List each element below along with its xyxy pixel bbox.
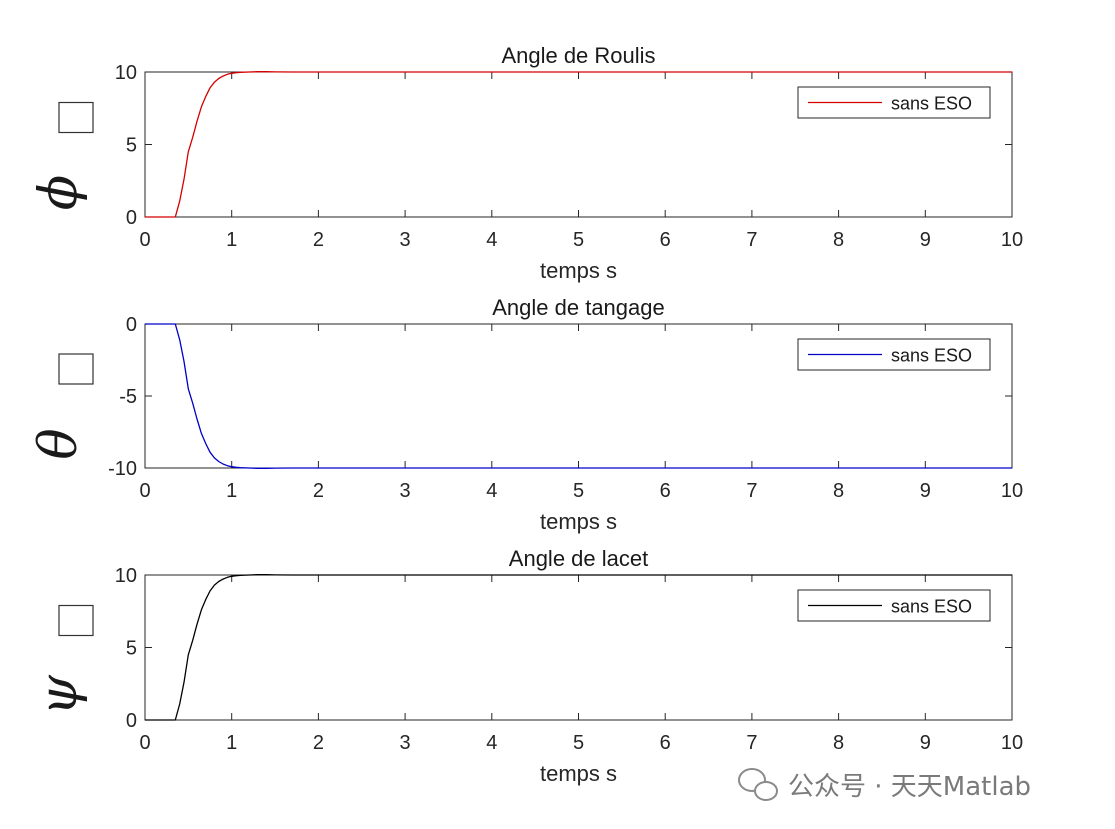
x-tick-label: 10 bbox=[1001, 732, 1023, 754]
x-tick-label: 10 bbox=[1001, 229, 1023, 251]
x-tick-label: 6 bbox=[660, 229, 671, 251]
y-tick-label: 5 bbox=[126, 638, 137, 660]
x-tick-label: 2 bbox=[313, 480, 324, 502]
x-tick-label: 8 bbox=[833, 480, 844, 502]
x-tick-label: 7 bbox=[746, 732, 757, 754]
y-axis-label-box bbox=[58, 101, 94, 134]
series-line bbox=[145, 323, 1012, 469]
legend: sans ESO bbox=[797, 589, 991, 622]
x-tick-label: 3 bbox=[400, 229, 411, 251]
legend: sans ESO bbox=[797, 338, 991, 371]
x-tick-label: 10 bbox=[1001, 480, 1023, 502]
y-axis-label: ϕ bbox=[29, 175, 89, 210]
watermark: 公众号 · 天天Matlab bbox=[738, 768, 1031, 802]
y-axis-label: θ bbox=[29, 428, 89, 459]
wechat-icon bbox=[738, 768, 778, 801]
x-tick-label: 3 bbox=[400, 480, 411, 502]
x-tick-label: 9 bbox=[920, 229, 931, 251]
subplot-title: Angle de tangage bbox=[492, 295, 665, 320]
x-tick-label: 8 bbox=[833, 229, 844, 251]
x-tick-label: 4 bbox=[486, 480, 497, 502]
series-line bbox=[145, 71, 1012, 218]
x-axis-label: temps s bbox=[540, 258, 617, 283]
x-tick-label: 6 bbox=[660, 732, 671, 754]
x-tick-label: 0 bbox=[139, 480, 150, 502]
wechat-bubble-small bbox=[754, 781, 778, 801]
x-tick-label: 1 bbox=[226, 229, 237, 251]
y-tick-label: 0 bbox=[126, 710, 137, 732]
legend: sans ESO bbox=[797, 86, 991, 119]
y-tick-label: 10 bbox=[115, 565, 137, 587]
y-axis-label-box bbox=[58, 604, 94, 637]
wechat-bubble-large bbox=[738, 768, 766, 792]
watermark-text: 公众号 · 天天Matlab bbox=[788, 772, 1031, 802]
y-tick-label: 0 bbox=[126, 207, 137, 229]
x-tick-label: 7 bbox=[746, 480, 757, 502]
x-axis-label: temps s bbox=[540, 761, 617, 786]
x-tick-label: 8 bbox=[833, 732, 844, 754]
x-axis-label: temps s bbox=[540, 509, 617, 534]
legend-label: sans ESO bbox=[891, 94, 972, 114]
x-tick-label: 6 bbox=[660, 480, 671, 502]
series-line bbox=[145, 574, 1012, 721]
x-tick-label: 7 bbox=[746, 229, 757, 251]
x-tick-label: 5 bbox=[573, 480, 584, 502]
x-tick-label: 4 bbox=[486, 229, 497, 251]
subplot-1: 0 1 2 3 4 5 6 7 8 9 10 0 5 10 Angle de Roulis temps s ϕ s… bbox=[29, 43, 1023, 283]
legend-label: sans ESO bbox=[891, 346, 972, 366]
x-tick-label: 0 bbox=[139, 229, 150, 251]
x-tick-label: 9 bbox=[920, 732, 931, 754]
x-tick-label: 1 bbox=[226, 480, 237, 502]
x-tick-label: 2 bbox=[313, 229, 324, 251]
x-tick-label: 2 bbox=[313, 732, 324, 754]
x-tick-label: 0 bbox=[139, 732, 150, 754]
y-tick-label: 0 bbox=[126, 314, 137, 336]
legend-label: sans ESO bbox=[891, 597, 972, 617]
x-tick-label: 5 bbox=[573, 732, 584, 754]
y-axis-label: ψ bbox=[29, 674, 89, 716]
x-tick-label: 5 bbox=[573, 229, 584, 251]
subplot-title: Angle de Roulis bbox=[501, 43, 655, 68]
y-axis-label-box bbox=[58, 353, 94, 385]
y-tick-label: -5 bbox=[119, 386, 137, 408]
x-tick-label: 3 bbox=[400, 732, 411, 754]
x-tick-label: 9 bbox=[920, 480, 931, 502]
subplot-3: 0 1 2 3 4 5 6 7 8 9 10 0 5 10 Angle de lacet temps s ψ sa… bbox=[29, 546, 1023, 786]
y-tick-label: 5 bbox=[126, 135, 137, 157]
y-tick-label: -10 bbox=[108, 458, 137, 480]
y-tick-label: 10 bbox=[115, 62, 137, 84]
subplot-2: 0 1 2 3 4 5 6 7 8 9 10 0 -5 -10 Angle de tangage temps … bbox=[29, 295, 1023, 534]
x-tick-label: 1 bbox=[226, 732, 237, 754]
subplot-title: Angle de lacet bbox=[509, 546, 648, 571]
x-tick-label: 4 bbox=[486, 732, 497, 754]
